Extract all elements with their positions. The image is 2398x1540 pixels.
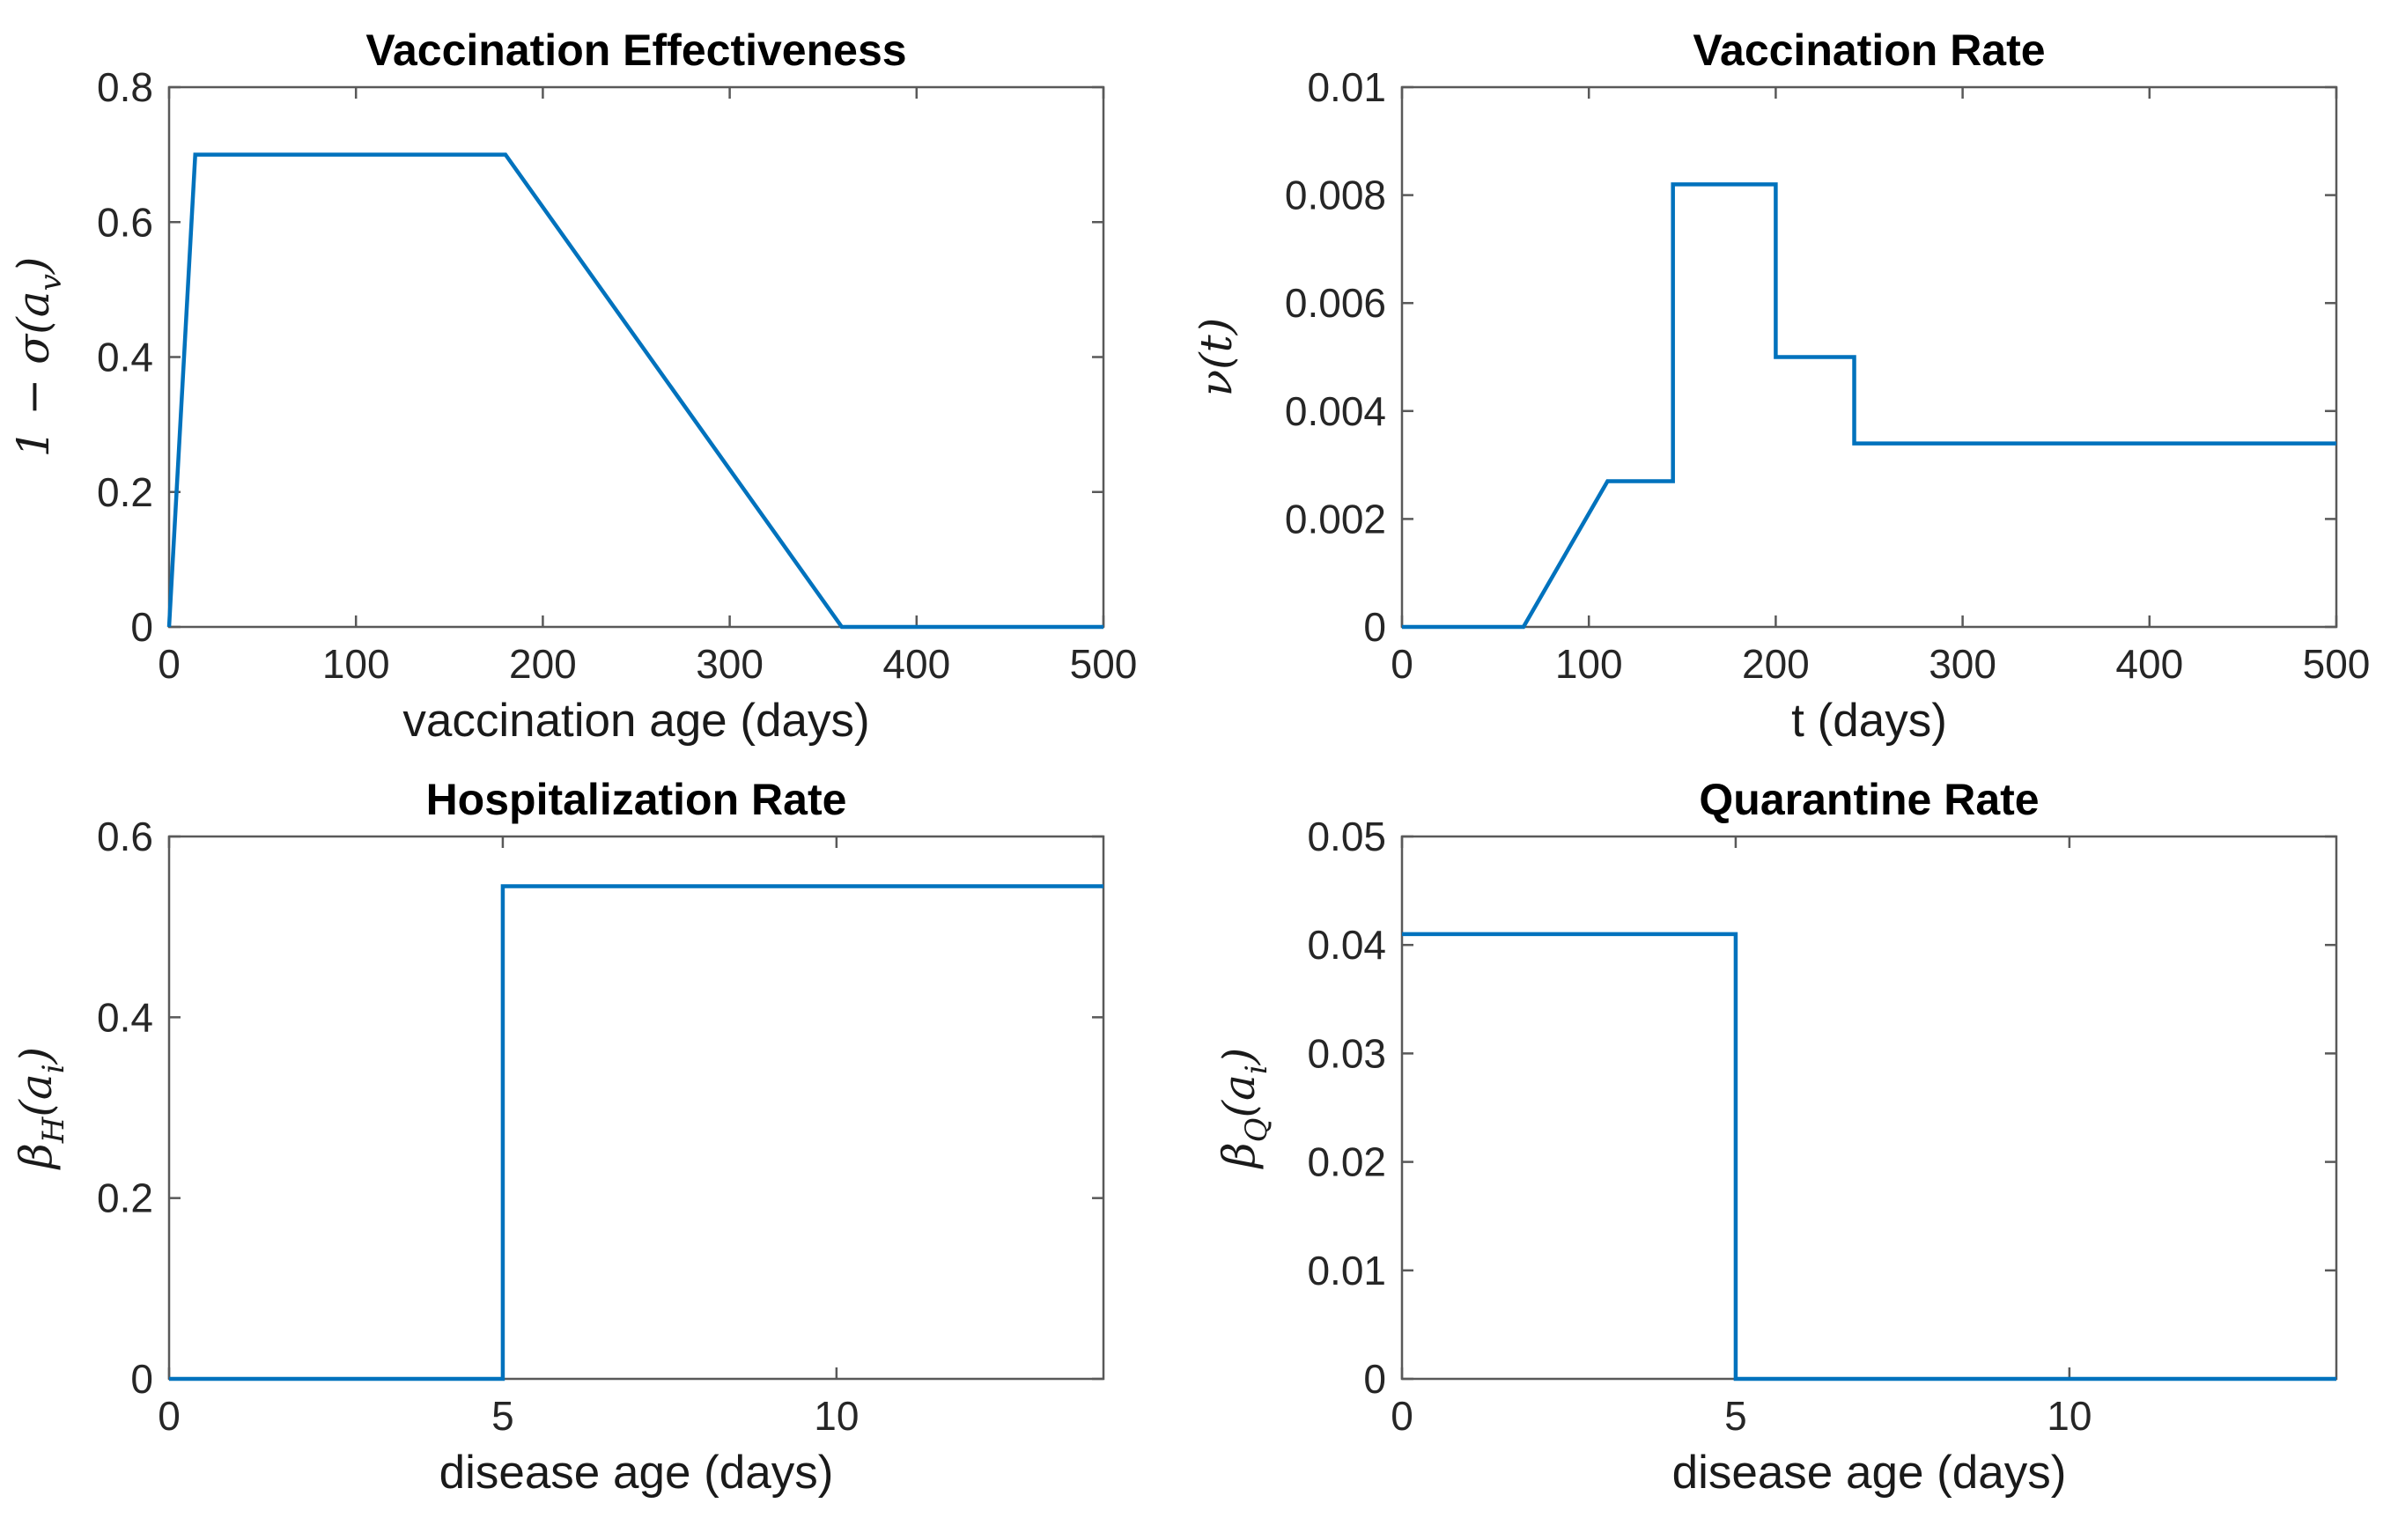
x-tick-label: 300 — [1929, 641, 1996, 687]
data-line-vaccination-rate — [1402, 182, 2336, 630]
y-axis-label: βH(ai) — [11, 1047, 71, 1170]
y-axis-label: βQ(ai) — [1214, 1048, 1274, 1170]
y-tick-label: 0.05 — [1307, 814, 1386, 859]
x-axis-label: vaccination age (days) — [402, 695, 869, 747]
y-axis-label: ν(t) — [1191, 318, 1242, 397]
chart-title: Vaccination Effectiveness — [365, 26, 906, 75]
data-line-vaccination-effectiveness — [166, 152, 1103, 630]
x-tick-label: 300 — [696, 641, 764, 687]
y-tick-label: 0.04 — [1307, 922, 1386, 968]
y-tick-label: 0.002 — [1285, 496, 1386, 542]
x-tick-label: 10 — [814, 1393, 859, 1439]
x-tick-label: 200 — [509, 641, 577, 687]
data-line-hospitalization-rate — [169, 884, 1103, 1382]
x-axis-label: disease age (days) — [439, 1447, 834, 1499]
x-axis-label: disease age (days) — [1672, 1447, 2067, 1499]
x-tick-label: 500 — [2303, 641, 2371, 687]
y-tick-label: 0.03 — [1307, 1030, 1386, 1076]
x-tick-label: 0 — [1391, 641, 1413, 687]
chart-title: Vaccination Rate — [1693, 26, 2045, 75]
x-tick-label: 0 — [158, 1393, 181, 1439]
y-tick-label: 0 — [1363, 1356, 1386, 1402]
x-tick-label: 5 — [491, 1393, 514, 1439]
x-tick-label: 0 — [158, 641, 181, 687]
x-tick-label: 400 — [2115, 641, 2183, 687]
x-axis-label: t (days) — [1791, 695, 1947, 747]
y-axis-label: 1 − σ(av) — [8, 257, 69, 458]
chart-title: Quarantine Rate — [1699, 775, 2039, 824]
y-tick-label: 0.6 — [97, 814, 153, 859]
y-tick-label: 0 — [130, 604, 153, 650]
y-tick-label: 0.01 — [1307, 64, 1386, 110]
plot-area — [167, 85, 1105, 629]
y-tick-label: 0.008 — [1285, 173, 1386, 218]
y-tick-label: 0.02 — [1307, 1139, 1386, 1185]
chart-vaccination-effectiveness: 0 100 200 300 400 500 0 0.2 0.4 0.6 0.8 Vaccination… — [8, 26, 1137, 747]
y-tick-label: 0.4 — [97, 994, 153, 1040]
x-tick-label: 5 — [1724, 1393, 1747, 1439]
chart-hospitalization-rate: 0 5 10 0 0.2 0.4 0.6 Hospitalization Rate diseas… — [11, 775, 1105, 1499]
plot-area — [167, 835, 1105, 1381]
x-tick-label: 400 — [882, 641, 950, 687]
data-line-quarantine-rate — [1402, 932, 2336, 1382]
y-tick-label: 0.004 — [1285, 388, 1386, 434]
x-tick-label: 200 — [1742, 641, 1810, 687]
y-tick-label: 0.2 — [97, 469, 153, 515]
x-tick-label: 0 — [1391, 1393, 1413, 1439]
y-tick-label: 0.4 — [97, 335, 153, 380]
plot-area — [1400, 85, 2338, 629]
chart-title: Hospitalization Rate — [426, 775, 847, 824]
x-tick-label: 100 — [1555, 641, 1623, 687]
y-tick-label: 0.006 — [1285, 280, 1386, 326]
y-tick-label: 0.6 — [97, 199, 153, 245]
x-tick-label: 10 — [2047, 1393, 2092, 1439]
y-tick-label: 0.2 — [97, 1175, 153, 1221]
y-tick-label: 0.8 — [97, 64, 153, 110]
y-tick-label: 0 — [130, 1356, 153, 1402]
y-tick-label: 0 — [1363, 604, 1386, 650]
chart-vaccination-rate: 0 100 200 300 400 500 0 0.002 0.004 0.006 0.008 0.0… — [1191, 26, 2370, 747]
x-tick-label: 500 — [1070, 641, 1138, 687]
plot-area — [1400, 835, 2338, 1381]
x-tick-label: 100 — [322, 641, 390, 687]
y-tick-label: 0.01 — [1307, 1248, 1386, 1293]
chart-quarantine-rate: 0 5 10 0 0.01 0.02 0.03 0.04 0.05 Quarantine Rate… — [1214, 775, 2338, 1499]
